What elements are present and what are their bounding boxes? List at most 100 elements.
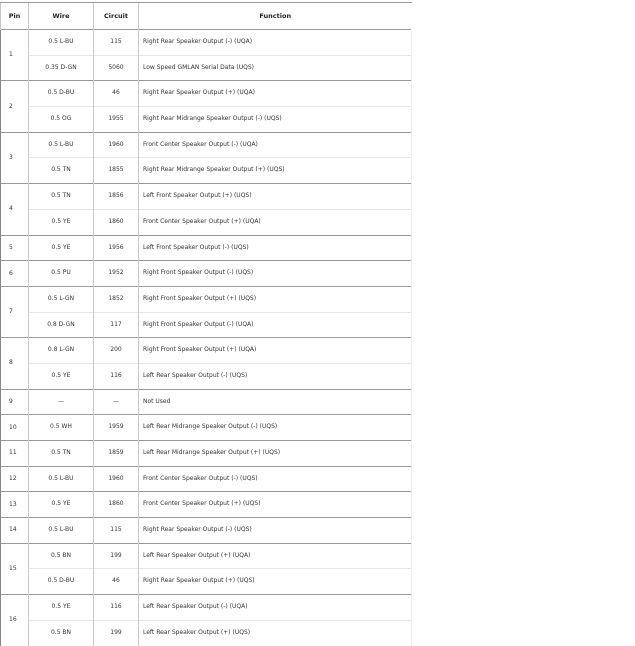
wire-cell: 0.5 D-BU — [28, 80, 94, 107]
function-cell: Low Speed GMLAN Serial Data (UQS) — [138, 54, 412, 81]
pin-cell: 4 — [0, 183, 29, 235]
pin-cell: 9 — [0, 388, 29, 415]
circuit-cell: — — [93, 388, 139, 415]
wire-cell: 0.5 TN — [28, 157, 94, 184]
pin-cell: 7 — [0, 285, 29, 338]
table-row: 0.35 D-GN 5060 Low Speed GMLAN Serial Data… — [1, 54, 412, 81]
table-row: 10 0.5 WH 1959 Left Rear Midrange Speaker O… — [0, 414, 412, 441]
circuit-cell: 46 — [93, 568, 139, 595]
table-row: 12 0.5 L-BU 1960 Front Center Speaker Outpu… — [0, 465, 412, 492]
function-cell: Left Rear Speaker Output (-) (UQA) — [138, 594, 412, 621]
table-row: 4 0.5 TN 1856 Left Front Speaker Output (+)… — [0, 183, 412, 235]
table-header-row: Pin Wire Circuit Function — [0, 2, 412, 30]
circuit-cell: 115 — [93, 29, 139, 56]
wire-cell: 0.5 L-BU — [28, 131, 94, 158]
function-cell: Front Center Speaker Output (-) (UQS) — [138, 465, 412, 492]
function-cell: Left Rear Midrange Speaker Output (-) (U… — [138, 414, 412, 441]
wire-cell: 0.5 L-BU — [28, 29, 94, 56]
wire-cell: 0.5 YE — [28, 491, 94, 518]
table-row: 9— — Not Used — [0, 388, 412, 415]
connector-pinout-table: Pin Wire Circuit Function 1 0.5 L-BU 115 Ri… — [0, 2, 412, 646]
table-row: 2 0.5 D-BU 46 Right Rear Speaker Output (+)… — [0, 80, 412, 133]
circuit-cell: 1956 — [93, 234, 139, 261]
pin-cell: 13 — [0, 491, 29, 518]
circuit-cell: 117 — [93, 311, 139, 338]
pin-cell: 11 — [0, 440, 29, 467]
circuit-cell: 1860 — [93, 491, 139, 518]
wire-cell: 0.5 YE — [28, 362, 94, 390]
table-row: 15 0.5 BN 199 Left Rear Speaker Output (+) … — [0, 542, 412, 595]
header-wire: Wire — [28, 2, 94, 30]
circuit-cell: 1952 — [93, 260, 139, 287]
function-cell: Right Rear Speaker Output (-) (UQA) — [138, 29, 412, 56]
function-cell: Right Rear Speaker Output (+) (UQS) — [138, 568, 412, 595]
pin-cell: 5 — [0, 234, 29, 261]
table-row: 0.5 BN 199 Left Rear Speaker Output (+) (U… — [1, 619, 412, 646]
function-cell: Left Front Speaker Output (+) (UQS) — [138, 183, 412, 210]
circuit-cell: 1852 — [93, 285, 139, 313]
function-cell: Right Front Speaker Output (+) (UQS) — [138, 285, 412, 313]
circuit-cell: 115 — [93, 517, 139, 544]
wire-cell: 0.8 D-GN — [28, 311, 94, 338]
pin-cell: 3 — [0, 131, 29, 184]
pin-cell: 16 — [0, 594, 29, 646]
table-row: 0.5 TN 1855 Right Rear Midrange Speaker Ou… — [1, 157, 412, 184]
wire-cell: 0.5 TN — [28, 183, 94, 210]
wire-cell: 0.5 OG — [28, 106, 94, 133]
wire-cell: 0.5 PU — [28, 260, 94, 287]
circuit-cell: 1955 — [93, 106, 139, 133]
function-cell: Not Used — [138, 388, 412, 415]
function-cell: Left Rear Speaker Output (-) (UQS) — [138, 362, 412, 390]
function-cell: Right Rear Speaker Output (-) (UQS) — [138, 517, 412, 544]
wire-cell: 0.35 D-GN — [28, 54, 94, 81]
circuit-cell: 1855 — [93, 157, 139, 184]
wire-cell: 0.5 TN — [28, 440, 94, 467]
table-row: 16 0.5 YE 116 Left Rear Speaker Output (-) … — [0, 594, 412, 646]
circuit-cell: 1959 — [93, 414, 139, 441]
table-row: 8 0.8 L-GN 200 Right Front Speaker Output (… — [0, 337, 412, 390]
wire-cell: 0.5 BN — [28, 542, 94, 569]
wire-cell: 0.8 L-GN — [28, 337, 94, 364]
table-row: 0.5 OG 1955 Right Rear Midrange Speaker Ou… — [1, 106, 412, 133]
table-row: 0.5 YE 116 Left Rear Speaker Output (-) (U… — [1, 362, 412, 390]
pin-cell: 1 — [0, 28, 29, 81]
circuit-cell: 199 — [93, 542, 139, 569]
circuit-cell: 1860 — [93, 208, 139, 235]
circuit-cell: 116 — [93, 362, 139, 390]
wire-cell: 0.5 YE — [28, 208, 94, 235]
function-cell: Right Front Speaker Output (+) (UQA) — [138, 337, 412, 364]
function-cell: Left Rear Speaker Output (+) (UQS) — [138, 619, 412, 646]
circuit-cell: 1859 — [93, 440, 139, 467]
function-cell: Right Rear Midrange Speaker Output (+) (… — [138, 157, 412, 184]
wire-cell: 0.5 YE — [28, 234, 94, 261]
table-row: 11 0.5 TN 1859 Left Rear Midrange Speaker O… — [0, 440, 412, 467]
table-row: 7 0.5 L-GN 1852 Right Front Speaker Output … — [0, 285, 412, 338]
table-row: 0.8 D-GN 117 Right Front Speaker Output (-… — [1, 311, 412, 338]
table-row: 6 0.5 PU 1952 Right Front Speaker Output (-… — [0, 260, 412, 287]
pin-cell: 6 — [0, 260, 29, 287]
table-row: 5 0.5 YE 1956 Left Front Speaker Output (-)… — [0, 234, 412, 261]
function-cell: Right Rear Speaker Output (+) (UQA) — [138, 80, 412, 107]
table-row: 1 0.5 L-BU 115 Right Rear Speaker Output (-… — [0, 28, 412, 81]
table-row: 13 0.5 YE 1860 Front Center Speaker Output … — [0, 491, 412, 518]
pin-cell: 15 — [0, 542, 29, 595]
function-cell: Left Front Speaker Output (-) (UQS) — [138, 234, 412, 261]
circuit-cell: 46 — [93, 80, 139, 107]
circuit-cell: 1960 — [93, 131, 139, 158]
function-cell: Right Front Speaker Output (-) (UQA) — [138, 311, 412, 338]
function-cell: Left Rear Speaker Output (+) (UQA) — [138, 542, 412, 569]
header-pin: Pin — [0, 2, 29, 30]
function-cell: Right Front Speaker Output (-) (UQS) — [138, 260, 412, 287]
function-cell: Front Center Speaker Output (-) (UQA) — [138, 131, 412, 158]
wire-cell: 0.5 L-GN — [28, 285, 94, 313]
wire-cell: 0.5 D-BU — [28, 568, 94, 595]
wire-cell: 0.5 YE — [28, 594, 94, 621]
circuit-cell: 200 — [93, 337, 139, 364]
circuit-cell: 5060 — [93, 54, 139, 81]
circuit-cell: 1856 — [93, 183, 139, 210]
circuit-cell: 199 — [93, 619, 139, 646]
pin-cell: 2 — [0, 80, 29, 133]
table-row: 0.5 YE 1860 Front Center Speaker Output (+… — [1, 208, 412, 235]
wire-cell: 0.5 L-BU — [28, 465, 94, 492]
pin-cell: 8 — [0, 337, 29, 390]
